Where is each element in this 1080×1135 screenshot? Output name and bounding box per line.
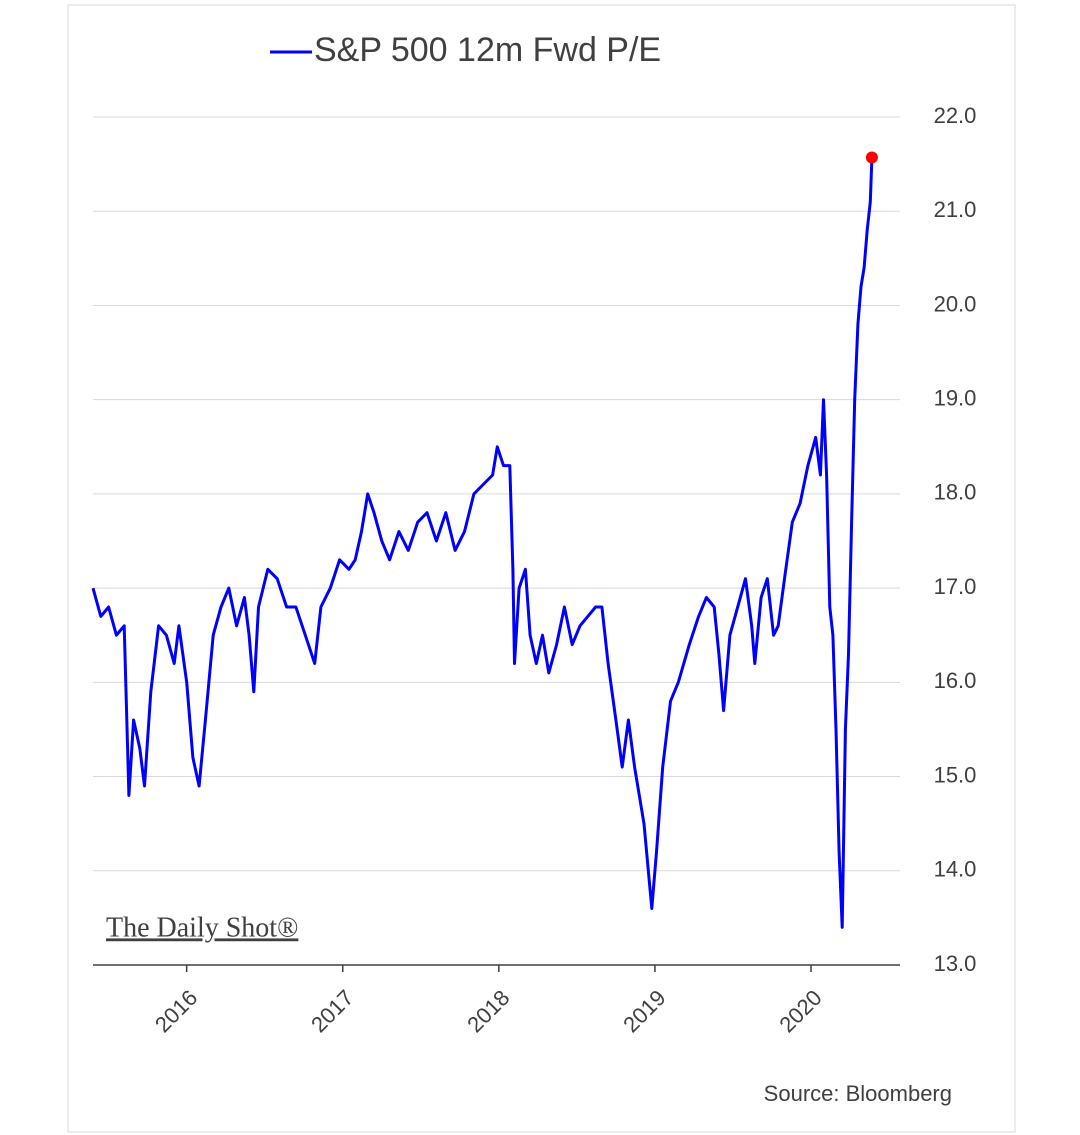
source-note: Source: Bloomberg (764, 1081, 952, 1106)
watermark: The Daily Shot® (106, 912, 298, 943)
last-point (865, 151, 878, 164)
legend-label: S&P 500 12m Fwd P/E (314, 31, 661, 69)
chart-frame (67, 4, 1016, 1133)
y-tick-label: 20.0 (934, 291, 977, 316)
y-tick-label: 22.0 (934, 103, 977, 128)
y-tick-label: 19.0 (934, 385, 977, 410)
y-tick-label: 21.0 (934, 197, 977, 222)
y-tick-label: 14.0 (934, 857, 977, 882)
y-tick-label: 17.0 (934, 574, 977, 599)
series-line (91, 157, 874, 929)
y-tick-label: 16.0 (934, 668, 977, 693)
y-tick-label: 13.0 (934, 951, 977, 976)
y-tick-label: 15.0 (934, 762, 977, 787)
y-tick-label: 18.0 (934, 480, 977, 505)
